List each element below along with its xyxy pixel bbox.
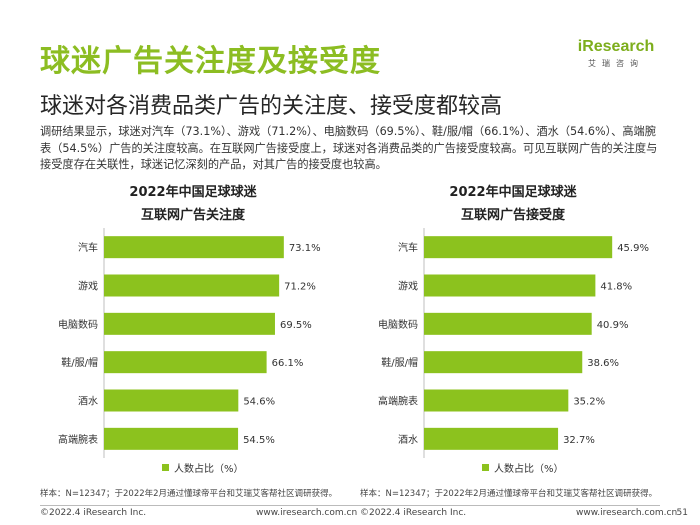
category-label: 汽车 <box>398 241 418 254</box>
category-label: 电脑数码 <box>58 318 98 331</box>
bar <box>424 351 583 374</box>
category-label: 高端腕表 <box>58 433 98 446</box>
data-label: 45.9% <box>617 243 649 254</box>
chart-title-attention-line1: 2022年中国足球球迷 <box>129 185 257 200</box>
logo-text: iResearch <box>577 38 655 55</box>
data-label: 69.5% <box>280 320 312 331</box>
data-label: 71.2% <box>284 282 316 293</box>
legend-attention: 人数占比（%） <box>162 460 244 475</box>
bar <box>104 351 267 374</box>
category-label: 汽车 <box>78 241 98 254</box>
iresearch-logo: iResearch 艾瑞咨询 <box>576 38 656 69</box>
sample-note-left: 样本：N=12347；于2022年2月通过懂球帝平台和艾瑞艾客帮社区调研获得。 <box>40 489 338 499</box>
page-number: 51 <box>676 508 688 518</box>
logo-cn-text: 艾瑞咨询 <box>588 59 644 68</box>
category-label: 鞋/服/帽 <box>61 356 98 369</box>
bar <box>424 389 569 412</box>
attention-bar-chart: 汽车 73.1% 游戏 71.2% 电脑数码 69.5% 鞋/服/帽 66.1% 酒水 54.6%… <box>40 228 330 458</box>
category-label: 酒水 <box>398 434 418 446</box>
data-label: 38.6% <box>587 358 619 369</box>
legend-acceptance: 人数占比（%） <box>482 460 564 475</box>
chart-title-acceptance-line1: 2022年中国足球球迷 <box>449 185 577 200</box>
intro-paragraph: 调研结果显示，球迷对汽车（73.1%）、游戏（71.2%）、电脑数码（69.5%… <box>40 125 658 171</box>
category-label: 电脑数码 <box>378 318 418 331</box>
bar <box>104 312 275 335</box>
bar <box>104 427 239 450</box>
legend-swatch <box>482 464 489 471</box>
bar-chart-svg: 汽车 73.1% 游戏 71.2% 电脑数码 69.5% 鞋/服/帽 66.1% 酒水 54.6%… <box>58 228 321 458</box>
data-label: 73.1% <box>289 243 321 254</box>
footer-website-right: www.iresearch.com.cn <box>576 508 678 518</box>
footer-copyright-right: ©2022.4 iResearch Inc. <box>360 508 467 518</box>
bar-chart-svg: 汽车 45.9% 游戏 41.8% 电脑数码 40.9% 鞋/服/帽 38.6% 高端腕表 35.… <box>378 228 649 458</box>
page-subtitle: 球迷对各消费品类广告的关注度、接受度都较高 <box>40 94 503 119</box>
footer-divider <box>40 505 660 506</box>
bar <box>424 312 592 335</box>
bar <box>104 389 239 412</box>
chart-title-attention: 2022年中国足球球迷 互联网广告关注度 <box>63 181 323 227</box>
data-label: 32.7% <box>563 435 595 446</box>
sample-note-right: 样本：N=12347；于2022年2月通过懂球帝平台和艾瑞艾客帮社区调研获得。 <box>360 489 658 499</box>
data-label: 41.8% <box>600 282 632 293</box>
category-label: 游戏 <box>78 280 98 293</box>
acceptance-bar-chart: 汽车 45.9% 游戏 41.8% 电脑数码 40.9% 鞋/服/帽 38.6% 高端腕表 35.… <box>360 228 650 458</box>
page-title: 球迷广告关注度及接受度 <box>40 44 381 79</box>
footer-website-left: www.iresearch.com.cn <box>256 508 358 518</box>
category-label: 游戏 <box>398 280 418 293</box>
footer-copyright: ©2022.4 iResearch Inc. <box>40 508 147 518</box>
data-label: 40.9% <box>597 320 629 331</box>
data-label: 66.1% <box>272 358 304 369</box>
category-label: 高端腕表 <box>378 395 418 408</box>
legend-label: 人数占比（%） <box>174 464 244 475</box>
bar <box>104 274 280 297</box>
bar <box>424 274 596 297</box>
bar <box>424 427 559 450</box>
bar <box>104 236 284 259</box>
legend-label: 人数占比（%） <box>494 464 564 475</box>
chart-title-acceptance: 2022年中国足球球迷 互联网广告接受度 <box>383 181 643 227</box>
category-label: 酒水 <box>78 396 98 408</box>
chart-title-acceptance-line2: 互联网广告接受度 <box>460 208 565 223</box>
bar <box>424 236 613 259</box>
data-label: 54.5% <box>243 435 275 446</box>
legend-swatch <box>162 464 169 471</box>
data-label: 54.6% <box>243 397 275 408</box>
data-label: 35.2% <box>573 397 605 408</box>
category-label: 鞋/服/帽 <box>381 356 418 369</box>
chart-title-attention-line2: 互联网广告关注度 <box>140 208 245 223</box>
